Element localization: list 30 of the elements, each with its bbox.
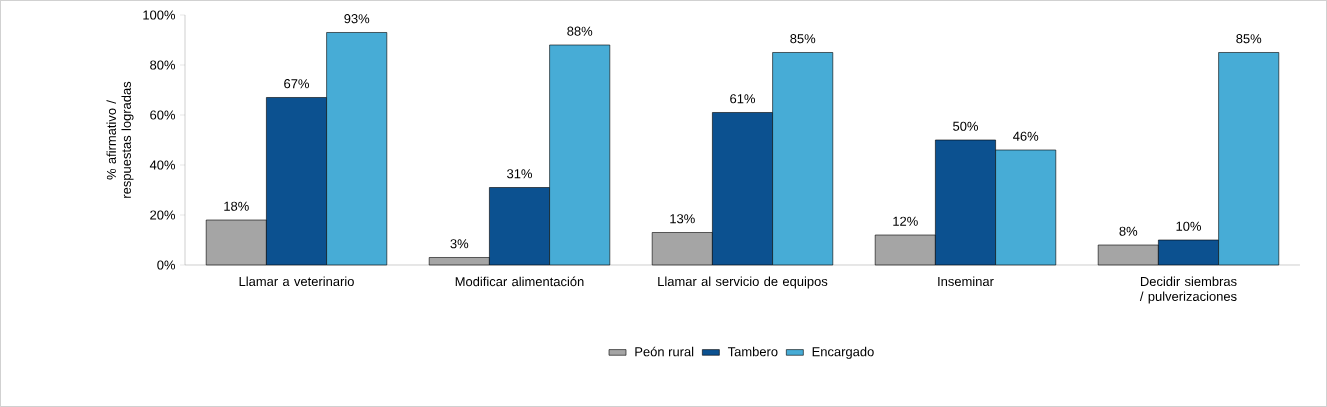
data-label: 46% (1013, 131, 1039, 141)
data-label: 85% (1236, 34, 1262, 44)
y-tick-label: 40% (149, 160, 176, 170)
y-tick-label: 80% (150, 60, 176, 70)
data-label: 18% (224, 201, 249, 211)
y-axis-title: % afirmativo / respuestas logradas (106, 81, 134, 198)
y-tick-label: 20% (150, 210, 176, 220)
y-tick-label: 100% (143, 10, 176, 20)
data-label: 8% (1119, 226, 1138, 236)
legend-label: Peón rural (635, 346, 694, 357)
data-label: 12% (893, 216, 918, 226)
legend-label: Tambero (727, 346, 778, 357)
y-tick-label: 0% (157, 260, 176, 270)
data-label: 67% (284, 79, 309, 89)
x-tick-label: Modificar alimentación (455, 276, 584, 287)
data-label: 93% (344, 14, 370, 24)
x-tick-label: Llamar al servicio de equipos (658, 276, 828, 289)
y-tick-label: 60% (150, 110, 176, 120)
data-label: 13% (670, 214, 695, 224)
data-label: 50% (953, 121, 978, 131)
data-label: 31% (507, 169, 532, 179)
x-tick-label: Inseminar (938, 276, 994, 287)
data-label: 85% (790, 34, 816, 44)
data-label: 61% (730, 94, 755, 104)
x-tick-label: Decidir siembras / pulverizaciones (1139, 276, 1237, 304)
x-tick-label: Llamar a veterinario (239, 276, 354, 287)
data-label: 3% (450, 239, 469, 249)
data-label: 88% (567, 26, 593, 36)
legend-label: Encargado (812, 346, 874, 359)
data-label: 10% (1176, 221, 1201, 231)
